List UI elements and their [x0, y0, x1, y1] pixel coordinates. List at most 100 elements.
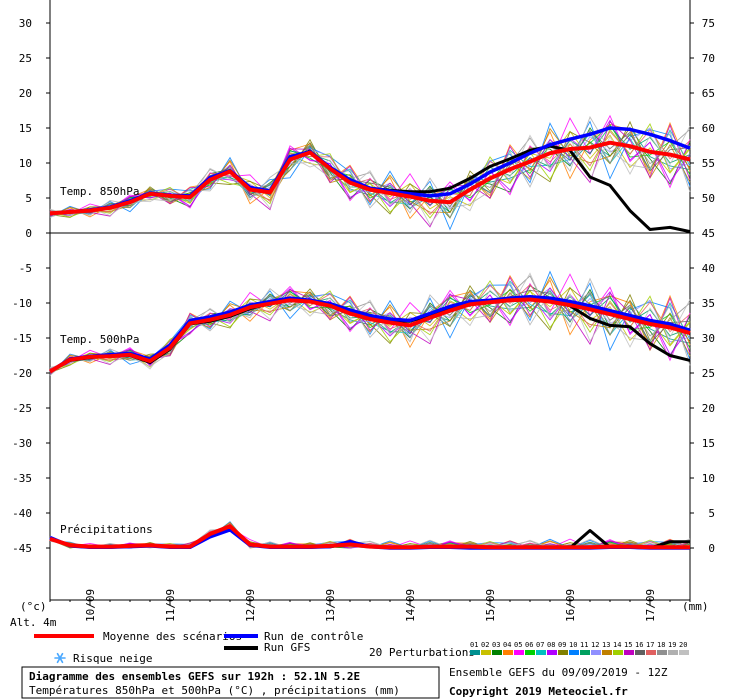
y-tick-label-right: 70 [702, 52, 715, 65]
y-tick-label-left: -40 [12, 507, 32, 520]
panel-label-850: Temp. 850hPa [60, 185, 139, 198]
footer-subtitle: Températures 850hPa et 500hPa (°C) , pré… [29, 684, 400, 697]
y-tick-label-left: -45 [12, 542, 32, 555]
perturbation-number: 19 [668, 641, 676, 649]
title-box [21, 666, 440, 699]
mean-line [48, 297, 691, 374]
y-tick-label-right: 65 [702, 87, 715, 100]
y-tick-label-right: 35 [702, 297, 715, 310]
perturbation-swatch [547, 650, 557, 655]
x-tick-label: 13/09 [324, 589, 337, 622]
y-tick-label-left: 20 [19, 87, 32, 100]
y-tick-label-left: 10 [19, 157, 32, 170]
x-axis-date-labels: 10/09 11/09 12/09 13/09 14/09 15/09 16/09 17/09 [49, 589, 691, 622]
y-tick-label-left: -10 [12, 297, 32, 310]
perturbation-line [49, 272, 691, 370]
perturbation-swatch [481, 650, 491, 655]
perturbation-number: 11 [580, 641, 588, 649]
perturbation-swatch [536, 650, 546, 655]
perturbation-color-key: 01 02 03 04 05 06 07 08 09 10 11 12 13 14 15 16 17 18 19 20 [470, 641, 689, 655]
y-tick-label-left: -30 [12, 437, 32, 450]
perturbation-swatch [514, 650, 524, 655]
perturbation-line [49, 277, 691, 376]
perturbation-swatch [602, 650, 612, 655]
perturbation-number: 06 [525, 641, 533, 649]
footer-title: Diagramme des ensembles GEFS sur 192h : … [29, 670, 360, 683]
y-tick-label-right: 50 [702, 192, 715, 205]
y-tick-label-right: 60 [702, 122, 715, 135]
y-tick-label-right: 10 [702, 472, 715, 485]
y-tick-label-right: 55 [702, 157, 715, 170]
perturbation-swatch [646, 650, 656, 655]
perturbation-number: 15 [624, 641, 632, 649]
perturbation-swatch [492, 650, 502, 655]
panel-label-precip: Précipitations [60, 523, 153, 536]
perturbation-swatch [624, 650, 634, 655]
perturbation-number: 08 [547, 641, 555, 649]
x-tick-label: 17/09 [644, 589, 657, 622]
legend-gfs-swatch [224, 646, 258, 650]
perturbation-number: 12 [591, 641, 599, 649]
legend-control-label: Run de contrôle [264, 630, 363, 643]
y-tick-label-right: 20 [702, 402, 715, 415]
perturbation-number: 05 [514, 641, 522, 649]
y-tick-label-left: 30 [19, 17, 32, 30]
perturbation-number: 20 [679, 641, 687, 649]
legend-snow-label: Risque neige [73, 652, 152, 665]
perturbation-swatch [558, 650, 568, 655]
perturbation-swatch [679, 650, 689, 655]
y-tick-label-right: 40 [702, 262, 715, 275]
panel-label-500: Temp. 500hPa [60, 333, 139, 346]
x-tick-label: 16/09 [564, 589, 577, 622]
perturbation-swatch [635, 650, 645, 655]
y-tick-label-right: 25 [702, 367, 715, 380]
altitude-label: Alt. 4m [10, 616, 57, 629]
perturbation-swatch [503, 650, 513, 655]
perturbation-number: 09 [558, 641, 566, 649]
left-axis-unit: (°c) [20, 600, 47, 613]
left-axis-ticks: 30 25 20 15 10 5 0 -5 -10 -15 -20 -25 -30 -35 -40 -45 [12, 17, 50, 555]
x-tick-label: 10/09 [84, 589, 97, 622]
perturbation-number: 01 [470, 641, 478, 649]
perturbation-number: 18 [657, 641, 665, 649]
y-tick-label-left: -15 [12, 332, 32, 345]
perturbation-number: 10 [569, 641, 577, 649]
y-tick-label-right: 5 [708, 507, 715, 520]
perturbation-swatch [525, 650, 535, 655]
legend-mean-swatch [34, 634, 94, 638]
perturbation-swatch [657, 650, 667, 655]
legend-control-swatch [224, 634, 258, 638]
perturbation-swatch [668, 650, 678, 655]
perturbation-line [49, 120, 691, 219]
x-tick-label: 11/09 [164, 589, 177, 622]
y-tick-label-left: -5 [19, 262, 32, 275]
legend-gfs-label: Run GFS [264, 641, 310, 654]
x-tick-label: 14/09 [404, 589, 417, 622]
perturbation-swatch [591, 650, 601, 655]
y-tick-label-left: 5 [25, 192, 32, 205]
perturbation-number: 03 [492, 641, 500, 649]
y-tick-label-left: 0 [25, 227, 32, 240]
y-tick-label-left: -20 [12, 367, 32, 380]
y-tick-label-right: 0 [708, 542, 715, 555]
y-tick-label-right: 15 [702, 437, 715, 450]
legend-perturbations-label: 20 Perturbations [369, 646, 475, 659]
y-tick-label-left: 15 [19, 122, 32, 135]
perturbation-line [49, 114, 691, 215]
perturbation-lines [49, 114, 691, 549]
perturbation-swatch [470, 650, 480, 655]
mean-line [49, 140, 691, 216]
perturbation-line [49, 125, 691, 226]
perturbation-number: 04 [503, 641, 511, 649]
perturbation-line [49, 120, 691, 231]
mean-line [49, 524, 690, 550]
perturbation-number: 07 [536, 641, 544, 649]
y-tick-label-right: 75 [702, 17, 715, 30]
main-run-lines [48, 126, 691, 550]
copyright: Copyright 2019 Meteociel.fr [449, 685, 628, 698]
x-tick-label: 12/09 [244, 589, 257, 622]
perturbation-number: 02 [481, 641, 489, 649]
perturbation-number: 13 [602, 641, 610, 649]
